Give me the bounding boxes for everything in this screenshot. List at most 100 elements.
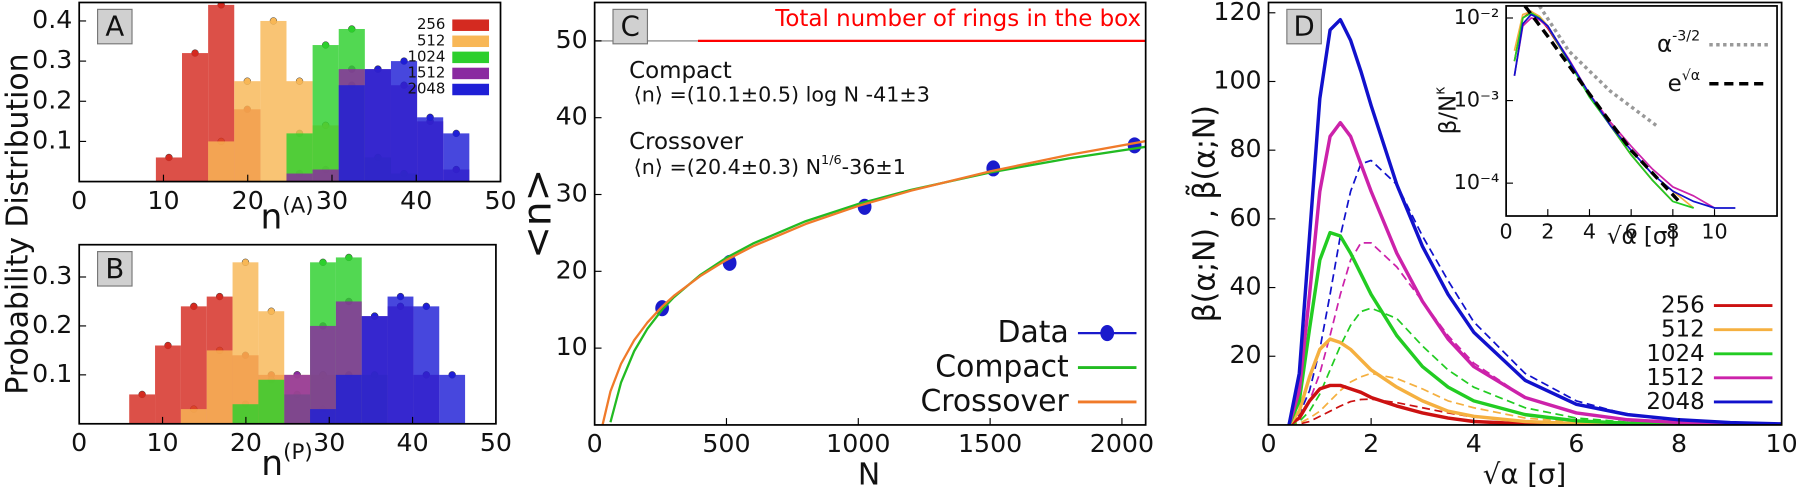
x-tick-label: 10 [146,428,178,457]
y-tick-label: 10⁻⁴ [1454,170,1499,194]
legend-swatch [452,35,490,48]
y-tick-label: 20 [1229,340,1261,369]
y-tick-label: 0.2 [32,310,72,339]
x-tick-label: 2 [1363,429,1379,458]
curve [1287,120,1782,425]
panel-label: A [105,11,124,43]
panel-label: D [1293,11,1314,43]
histogram-bar [258,379,285,424]
panel-label-box [97,251,133,287]
histogram-bar [232,404,259,424]
x-tick-label: 0 [71,186,87,215]
histogram-bar [155,345,181,424]
histogram-bar [232,262,259,424]
histogram-bar [180,409,207,424]
histogram-bar [443,133,470,182]
guide-line [1523,5,1681,203]
legend-label-part: 1024 [1646,340,1704,366]
legend-label-part: 2048 [1646,388,1704,414]
legend-swatch [452,19,490,31]
x-tick-label: 2000 [1090,429,1154,458]
x-axis-label: N [858,457,880,492]
legend-swatch [452,51,490,64]
curve [1288,383,1782,425]
guide-line [1538,5,1658,127]
y-tick-label: 50 [556,25,588,54]
annotation: Crossover [629,129,744,155]
histogram-bar [338,85,365,182]
y-axis-label: β(α;N) , β̃(α;N) [1185,105,1221,322]
legend-label: 1024 [1646,340,1704,366]
legend-swatch-marker [1100,325,1115,342]
curve [1287,230,1782,425]
annotation-formula-part: 1/6 [821,153,842,168]
y-tick-label: 100 [1213,65,1261,94]
x-tick-label: 30 [316,186,348,215]
histogram-bar [335,374,362,424]
y-tick-label: 60 [1229,203,1261,232]
y-tick-label: 10 [556,332,588,361]
legend-label: α-3/2 [1657,29,1700,57]
plot-area [594,39,1146,425]
legend-label-part: -3/2 [1672,29,1700,45]
legend-label: 256 [1661,292,1705,318]
legend-label-part: Crossover [920,383,1069,418]
histogram-bar [361,316,388,424]
y-axis-label-part: Probability Distribution [0,53,35,394]
histogram-bar [206,350,233,424]
y-tick-label: 20 [556,255,588,284]
annotation: ⟨n⟩ =(10.1±0.5) log N -41±3 [634,82,930,106]
legend-swatch [452,67,490,80]
y-tick-label: 80 [1229,134,1261,163]
x-tick-label: 6 [1625,220,1638,244]
x-tick-label: 40 [400,186,432,215]
y-axis-label: <n> [515,169,560,259]
y-tick-label: 0.2 [32,85,72,114]
panel-label: C [621,11,640,43]
x-axis-label-part: √α [σ] [1607,223,1676,249]
annotation-formula: ⟨n⟩ =(20.4±0.3) N1/6-36±1 [634,153,906,179]
panel-label-box [612,8,649,45]
x-axis-label-part: n [261,444,283,484]
x-tick-label: 2 [1541,220,1554,244]
x-axis-label-part: (A) [282,193,313,218]
x-tick-label: 0 [587,429,603,458]
y-tick-label: 30 [556,179,588,208]
x-tick-label: 1500 [958,429,1022,458]
data-point [1127,137,1142,154]
annotation-formula-part: -36±1 [842,155,906,179]
x-axis-label: n(P) [261,440,312,484]
legend-label-part: e [1668,70,1682,96]
panel-label: B [105,253,124,285]
y-axis-label: Probability Distribution [0,53,35,394]
legend-label-part: α [1657,31,1672,57]
legend-label-part: 1512 [1646,364,1704,390]
legend-label: e√α [1668,68,1701,96]
x-tick-label: 30 [313,428,345,457]
x-tick-label: 10 [1701,220,1727,244]
x-tick-label: 4 [1466,429,1482,458]
histogram-bar [155,157,183,182]
y-tick-label: 0.1 [32,359,72,388]
y-tick-label: 0.3 [32,261,72,290]
plot-frame [593,1,1147,426]
annotation: Compact [629,58,732,84]
x-tick-label: 20 [232,186,264,215]
y-tick-label: 0.4 [32,5,72,34]
x-axis-label-part: n [260,197,282,237]
inset-background [1506,5,1778,217]
legend-label-part: 256 [1661,292,1705,318]
curve [1287,337,1782,425]
y-axis-label: β/Nκ [1433,86,1462,135]
histogram-bar [364,69,391,182]
x-tick-label: 500 [702,429,750,458]
legend-label: 2048 [1646,388,1704,414]
y-tick-label: 0.1 [32,125,72,154]
histogram-bar [234,81,261,182]
histogram-bar [310,409,336,424]
histogram-bar [390,61,418,182]
panel-label-box [1286,8,1322,45]
histogram-bar [413,306,440,424]
